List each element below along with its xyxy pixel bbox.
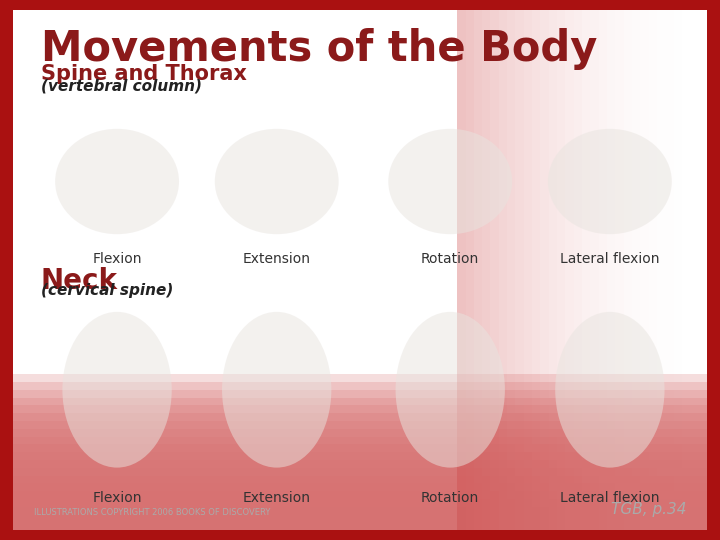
Bar	[657, 10, 665, 530]
Bar	[632, 10, 640, 530]
Text: Spine and Thorax: Spine and Thorax	[41, 64, 246, 84]
Ellipse shape	[395, 312, 505, 468]
Text: Lateral flexion: Lateral flexion	[560, 252, 660, 266]
Bar	[13, 507, 707, 530]
Bar	[557, 10, 565, 530]
Bar	[13, 429, 707, 530]
Bar	[499, 10, 507, 530]
Bar	[13, 444, 707, 530]
Bar	[13, 452, 707, 530]
Bar	[590, 10, 599, 530]
Bar	[507, 10, 516, 530]
Ellipse shape	[555, 312, 665, 468]
Bar	[624, 10, 632, 530]
Bar	[524, 10, 532, 530]
Bar	[532, 10, 541, 530]
Bar	[549, 10, 557, 530]
Bar	[516, 10, 524, 530]
Bar	[541, 10, 549, 530]
Bar	[690, 10, 698, 530]
Bar	[13, 406, 707, 530]
Text: Movements of the Body: Movements of the Body	[41, 28, 597, 70]
Text: Rotation: Rotation	[421, 491, 480, 505]
Bar	[698, 10, 707, 530]
Text: Lateral flexion: Lateral flexion	[560, 491, 660, 505]
Ellipse shape	[388, 129, 512, 234]
Text: Neck: Neck	[41, 267, 118, 295]
Bar	[13, 523, 707, 530]
Bar	[13, 397, 707, 530]
Bar	[665, 10, 674, 530]
Bar	[13, 468, 707, 530]
Bar	[13, 374, 707, 530]
Bar	[13, 421, 707, 530]
Bar	[13, 476, 707, 530]
Text: (cervical spine): (cervical spine)	[41, 283, 173, 298]
Text: Rotation: Rotation	[421, 252, 480, 266]
Ellipse shape	[63, 312, 172, 468]
Bar	[13, 413, 707, 530]
Bar	[13, 436, 707, 530]
Bar	[649, 10, 657, 530]
Bar	[674, 10, 682, 530]
Bar	[13, 382, 707, 530]
Ellipse shape	[215, 129, 338, 234]
Bar	[640, 10, 649, 530]
Bar	[682, 10, 690, 530]
Bar	[490, 10, 499, 530]
Bar	[13, 460, 707, 530]
Ellipse shape	[55, 129, 179, 234]
Bar	[565, 10, 574, 530]
Bar	[457, 10, 466, 530]
Bar	[466, 10, 474, 530]
Ellipse shape	[222, 312, 331, 468]
Bar	[13, 515, 707, 530]
Text: Extension: Extension	[243, 491, 311, 505]
Text: Extension: Extension	[243, 252, 311, 266]
Ellipse shape	[548, 129, 672, 234]
Text: TGB, p.34: TGB, p.34	[611, 502, 686, 517]
Bar	[599, 10, 607, 530]
Bar	[13, 499, 707, 530]
Text: ILLUSTRATIONS COPYRIGHT 2006 BOOKS OF DISCOVERY: ILLUSTRATIONS COPYRIGHT 2006 BOOKS OF DI…	[34, 508, 270, 517]
Text: Flexion: Flexion	[92, 252, 142, 266]
Text: Flexion: Flexion	[92, 491, 142, 505]
Bar	[13, 390, 707, 530]
Bar	[582, 10, 590, 530]
Text: (vertebral column): (vertebral column)	[41, 78, 202, 93]
Bar	[13, 491, 707, 530]
Bar	[13, 483, 707, 530]
Bar	[474, 10, 482, 530]
Bar	[616, 10, 624, 530]
Bar	[607, 10, 616, 530]
Bar	[482, 10, 490, 530]
Bar	[574, 10, 582, 530]
